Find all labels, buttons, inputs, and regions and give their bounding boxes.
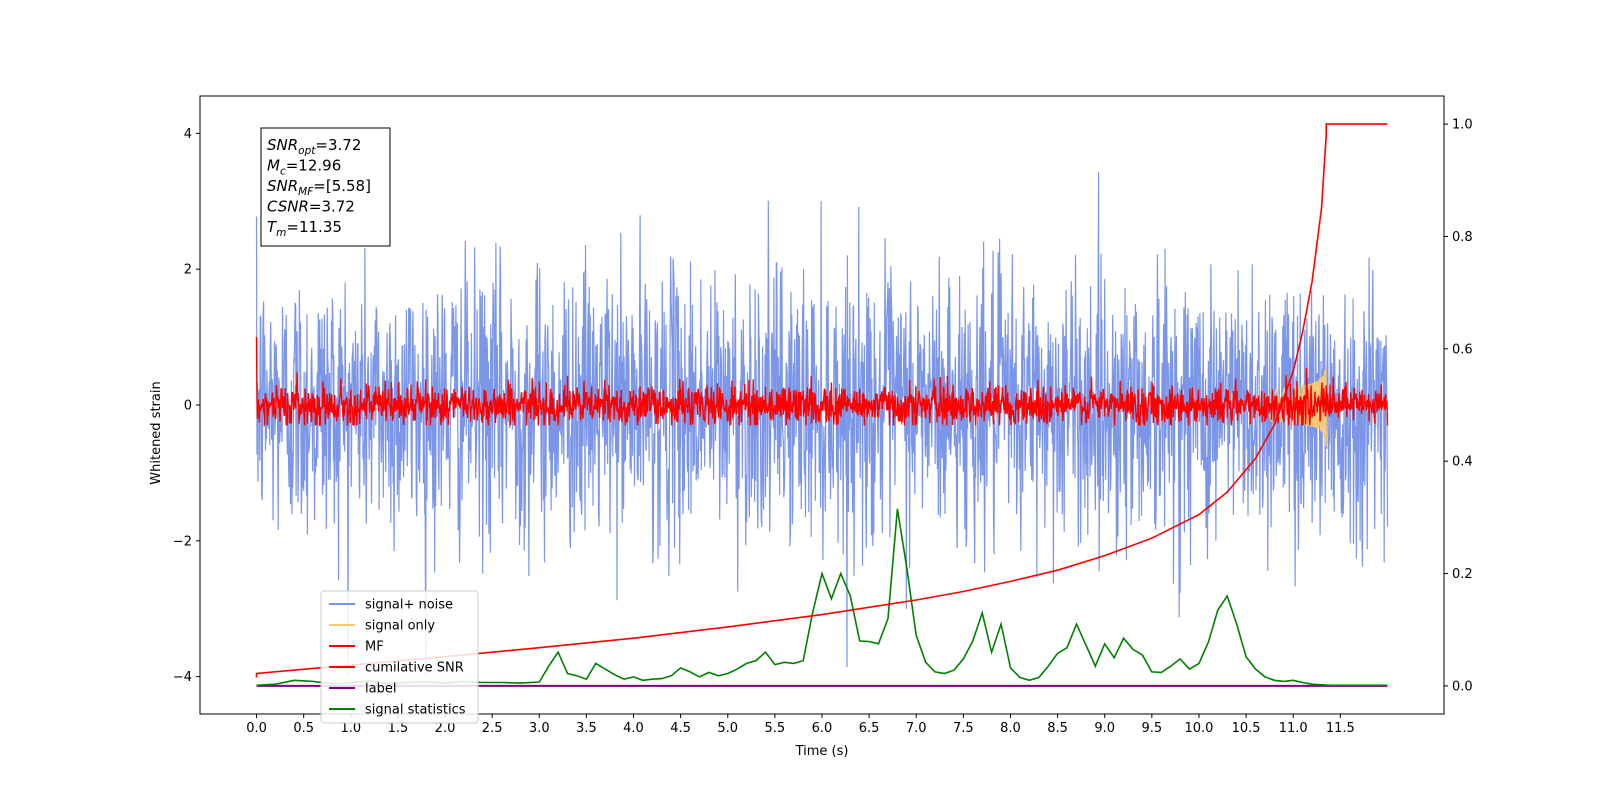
y-right-tick-label: 1.0 [1452,118,1473,133]
x-tick-label: 7.0 [906,721,927,736]
x-tick-label: 0.5 [293,721,314,736]
info-line: SNRopt=3.72 [267,136,361,157]
y-axis-label: Whitened strain [149,381,164,484]
x-tick-label: 3.5 [576,721,597,736]
legend-label: MF [365,640,384,655]
x-tick-label: 11.5 [1326,721,1355,736]
legend-frame [320,590,479,724]
x-tick-label: 7.5 [953,721,974,736]
info-line: CSNR=3.72 [267,198,355,216]
x-tick-label: 5.0 [717,721,738,736]
y-right-tick-label: 0.2 [1452,567,1473,582]
legend-label: label [365,682,396,697]
x-tick-label: 3.0 [529,721,550,736]
info-box: SNRopt=3.72Mc=12.96SNRMF=[5.58]CSNR=3.72… [260,127,391,247]
y-left-tick-label: 4 [184,127,192,142]
x-tick-label: 9.5 [1142,721,1163,736]
x-tick-label: 2.0 [435,721,456,736]
x-tick-label: 11.0 [1279,721,1308,736]
y-left-tick-label: 2 [184,263,192,278]
x-axis-label: Time (s) [795,744,849,759]
x-tick-label: 1.0 [340,721,361,736]
legend-label: signal only [365,619,435,634]
y-right-tick-label: 0.6 [1452,342,1473,357]
x-tick-label: 4.5 [670,721,691,736]
x-tick-label: 1.5 [388,721,409,736]
x-tick-label: 4.0 [623,721,644,736]
info-line: Tm=11.35 [267,218,342,239]
series-signal-statistics [256,508,1388,687]
x-tick-label: 10.0 [1184,721,1213,736]
legend-label: cumilative SNR [365,661,464,676]
info-box-frame [260,127,391,247]
series-cumulative-snr [255,123,1388,678]
y-axis-left: −4 −2 0 2 4 [173,127,200,685]
x-tick-label: 6.0 [812,721,833,736]
x-tick-label: 2.5 [482,721,503,736]
x-tick-label: 6.5 [859,721,880,736]
legend-label: signal+ noise [365,598,453,613]
y-left-tick-label: −4 [173,670,192,685]
info-line: SNRMF=[5.58] [267,177,371,198]
x-tick-label: 10.5 [1232,721,1261,736]
y-left-tick-label: −2 [173,534,192,549]
info-line: Mc=12.96 [267,157,341,178]
x-tick-label: 0.0 [246,721,267,736]
x-tick-label: 9.0 [1094,721,1115,736]
x-tick-label: 8.0 [1000,721,1021,736]
series-mf [255,337,1389,427]
y-axis-right: 0.0 0.2 0.4 0.6 0.8 1.0 [1444,118,1473,694]
y-right-tick-label: 0.4 [1452,455,1473,470]
legend-label: signal statistics [365,703,466,718]
y-left-tick-label: 0 [184,399,192,414]
y-right-tick-label: 0.8 [1452,230,1473,245]
x-tick-label: 5.5 [765,721,786,736]
legend: signal+ noise signal only MF cumilative SNR… [320,590,479,724]
x-tick-label: 8.5 [1047,721,1068,736]
y-right-tick-label: 0.0 [1452,679,1473,694]
x-axis: 0.0 0.5 1.0 1.5 2.0 2.5 3.0 3.5 4.0 4.5 5.0 5.5 6.0 6… [246,714,1355,736]
